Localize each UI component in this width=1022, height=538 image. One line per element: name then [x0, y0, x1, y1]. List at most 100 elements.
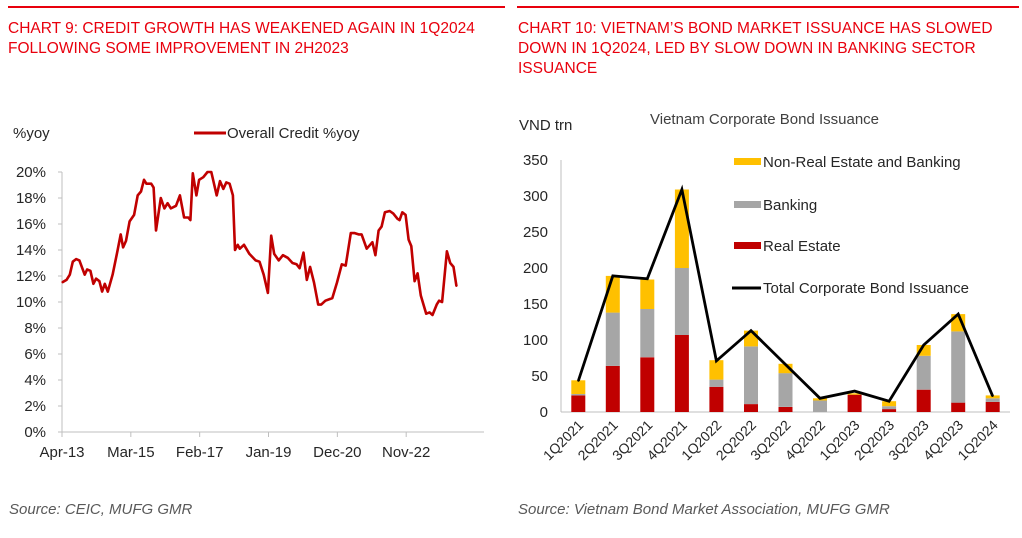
data-point: [116, 250, 118, 252]
bar-segment-non-real-estate-and-banking: [778, 363, 793, 374]
data-point: [189, 219, 191, 221]
bar-segment-non-real-estate-and-banking: [916, 345, 931, 356]
data-point: [195, 194, 197, 196]
data-point: [374, 254, 376, 256]
data-point: [258, 261, 261, 263]
data-point: [192, 172, 194, 174]
data-point: [313, 281, 315, 284]
data-point: [198, 179, 200, 181]
data-point: [350, 232, 352, 234]
series-line-overall-credit: [61, 170, 458, 317]
data-point: [107, 291, 109, 293]
bar-segment-banking: [744, 346, 758, 405]
data-point: [296, 263, 298, 265]
chart-10-bar-chart: VND trn Vietnam Corporate Bond Issuance …: [519, 111, 1010, 463]
data-point: [278, 259, 280, 261]
data-point: [219, 180, 221, 182]
bar-segment-real-estate: [847, 394, 862, 412]
data-point: [384, 211, 386, 213]
y-tick-label: 50: [531, 368, 548, 385]
data-point: [84, 274, 86, 276]
chart-9-source: Source: CEIC, MUFG GMR: [9, 501, 193, 518]
x-tick-label: Mar-15: [107, 444, 155, 461]
data-point: [420, 294, 422, 297]
total-issuance-point: [853, 390, 856, 392]
total-issuance-point: [750, 329, 752, 332]
total-issuance-point: [577, 380, 580, 382]
top-divider: [8, 6, 505, 8]
data-point: [239, 248, 241, 250]
data-point: [170, 207, 172, 209]
data-point: [229, 183, 231, 185]
data-point: [153, 187, 155, 189]
data-point: [216, 194, 218, 196]
chart-title-inner: Vietnam Corporate Bond Issuance: [650, 111, 879, 128]
data-point: [401, 211, 403, 213]
x-tick-label: Feb-17: [176, 444, 224, 461]
y-tick-label: 12%: [16, 268, 46, 285]
bar-segment-banking: [640, 309, 655, 358]
data-point: [428, 311, 431, 313]
data-point: [232, 194, 234, 196]
data-point: [183, 216, 185, 219]
y-tick-label: 350: [523, 152, 548, 169]
bar-segment-real-estate: [882, 409, 897, 412]
total-issuance-point: [612, 275, 614, 277]
data-point: [345, 265, 347, 267]
y-tick-label: 0: [540, 404, 548, 421]
data-point: [137, 194, 139, 196]
chart-9-panel: CHART 9: CREDIT GROWTH HAS WEAKENED AGAI…: [0, 0, 508, 538]
y-tick-label: 8%: [24, 320, 46, 337]
y-tick-label: 2%: [24, 398, 46, 415]
data-point: [287, 257, 289, 259]
data-point: [255, 259, 257, 261]
data-point: [371, 241, 373, 243]
data-point: [455, 285, 458, 287]
data-point: [392, 213, 394, 215]
bar-segment-real-estate: [640, 357, 655, 412]
data-point: [175, 205, 177, 207]
legend-label: Non-Real Estate and Banking: [763, 154, 961, 171]
total-issuance-point: [819, 397, 821, 400]
y-tick-label: 6%: [24, 346, 46, 363]
data-point: [145, 183, 147, 185]
data-point: [65, 279, 68, 281]
total-issuance-point: [991, 395, 994, 398]
data-point: [98, 280, 100, 282]
data-point: [222, 188, 224, 190]
data-point: [381, 226, 383, 228]
data-point: [306, 279, 308, 281]
total-issuance-point: [922, 344, 925, 346]
data-point: [61, 281, 63, 284]
bar-segment-non-real-estate-and-banking: [882, 401, 897, 407]
bar-segment-real-estate: [985, 401, 1000, 412]
data-point: [129, 220, 131, 222]
data-point: [78, 259, 80, 261]
bar-segment-real-estate: [709, 386, 724, 412]
y-tick-label: 250: [523, 224, 548, 241]
data-point: [210, 171, 212, 173]
legend-swatch: [734, 242, 761, 249]
data-point: [358, 233, 360, 235]
data-point: [399, 219, 401, 221]
data-point: [324, 300, 326, 302]
data-point: [438, 300, 440, 302]
data-point: [396, 218, 399, 220]
bar-segment-real-estate: [778, 407, 793, 412]
data-point: [92, 283, 94, 285]
bar-segment-real-estate: [916, 389, 931, 412]
data-point: [89, 270, 91, 272]
data-point: [309, 266, 311, 268]
data-point: [354, 232, 356, 234]
data-point: [125, 240, 127, 242]
data-point: [86, 268, 88, 271]
data-point: [150, 183, 152, 185]
data-point: [95, 278, 97, 280]
y-tick-label: 150: [523, 296, 548, 313]
bar-segment-banking: [951, 331, 966, 403]
data-point: [122, 246, 124, 248]
data-point: [206, 171, 209, 173]
data-point: [140, 190, 142, 193]
bar-segment-banking: [916, 355, 931, 390]
data-point: [237, 244, 239, 246]
